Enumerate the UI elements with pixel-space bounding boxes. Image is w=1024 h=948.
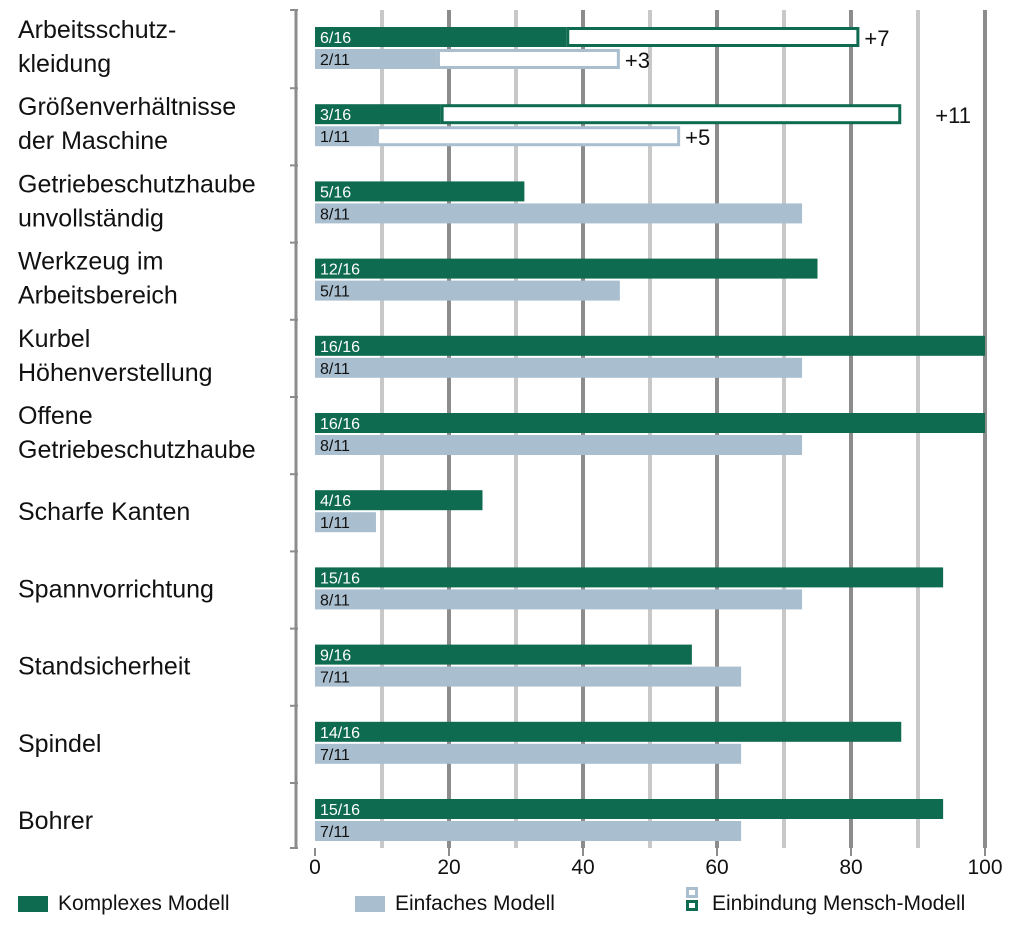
bar-value-label: 5/16 bbox=[320, 184, 351, 201]
bar-komplexes-modell bbox=[315, 490, 483, 511]
bar-value-label: 12/16 bbox=[320, 262, 360, 279]
legend-label: Einfaches Modell bbox=[395, 892, 555, 915]
category-label: Arbeitsschutz-kleidung bbox=[18, 16, 176, 78]
bar-komplexes-modell bbox=[315, 27, 567, 47]
bar-extension-mensch-modell bbox=[375, 126, 681, 147]
x-tick-label: 40 bbox=[571, 856, 594, 879]
bar-value-label: 8/11 bbox=[320, 438, 350, 455]
bar-komplexes-modell bbox=[315, 413, 985, 433]
bar-komplexes-modell bbox=[315, 258, 818, 279]
legend-swatch bbox=[686, 887, 698, 898]
bar-einfaches-modell bbox=[315, 743, 742, 764]
bar-einfaches-modell bbox=[315, 666, 742, 687]
bar-value-label: 8/11 bbox=[320, 206, 350, 223]
bar-komplexes-modell bbox=[315, 181, 525, 202]
category-label: Offene Getriebeschutzhaube bbox=[18, 402, 256, 464]
x-tick-label: 0 bbox=[309, 856, 321, 879]
bar-einfaches-modell bbox=[315, 357, 803, 378]
bar-value-label: 5/11 bbox=[320, 284, 350, 301]
bar-value-label: 15/16 bbox=[320, 802, 360, 819]
bar-value-label: 16/16 bbox=[320, 339, 360, 356]
category-label: Getriebeschutzhaube unvollständig bbox=[18, 170, 256, 232]
legend-label: Komplexes Modell bbox=[58, 892, 230, 915]
category-label: Bohrer bbox=[18, 807, 93, 835]
bar-value-label: 6/16 bbox=[320, 30, 351, 47]
legend-swatch bbox=[18, 896, 48, 912]
bar-komplexes-modell bbox=[315, 799, 944, 819]
bar-value-label: 7/11 bbox=[320, 824, 350, 841]
category-label: Spindel bbox=[18, 730, 101, 758]
bar-value-label: 7/11 bbox=[320, 670, 350, 687]
bar-einfaches-modell bbox=[315, 280, 620, 301]
bar-value-label: 1/11 bbox=[320, 129, 350, 146]
bar-komplexes-modell bbox=[315, 335, 985, 356]
category-label: Spannvorrichtung bbox=[18, 575, 214, 603]
legend-swatch bbox=[355, 896, 385, 912]
bar-value-label: 3/16 bbox=[320, 107, 351, 124]
category-label: Kurbel Höhenverstellung bbox=[18, 325, 213, 387]
x-tick-label: 20 bbox=[437, 856, 460, 879]
bar-value-label: 14/16 bbox=[320, 725, 360, 742]
category-label: Werkzeug im Arbeitsbereich bbox=[18, 248, 178, 310]
bar-einfaches-modell bbox=[315, 435, 803, 455]
extension-delta-label: +7 bbox=[864, 26, 889, 51]
x-tick-label: 100 bbox=[967, 856, 1002, 879]
bar-einfaches-modell bbox=[315, 821, 742, 841]
bar-value-label: 4/16 bbox=[320, 493, 351, 510]
bar-value-label: 16/16 bbox=[320, 416, 360, 433]
category-label: Größenverhältnisse der Maschine bbox=[18, 93, 236, 155]
bar-extension-mensch-modell bbox=[436, 49, 620, 69]
legend-swatch bbox=[686, 900, 698, 911]
bar-einfaches-modell bbox=[315, 203, 803, 224]
bar-value-label: 8/11 bbox=[320, 592, 350, 609]
bar-extension-mensch-modell bbox=[566, 27, 860, 47]
extension-delta-label: +5 bbox=[685, 125, 710, 150]
bar-einfaches-modell bbox=[315, 126, 376, 147]
bar-komplexes-modell bbox=[315, 721, 902, 742]
bar-extension-mensch-modell bbox=[440, 104, 902, 125]
bar-einfaches-modell bbox=[315, 49, 437, 69]
bar-komplexes-modell bbox=[315, 104, 441, 125]
bar-value-label: 7/11 bbox=[320, 747, 350, 764]
extension-delta-label: +11 bbox=[935, 103, 971, 128]
bar-komplexes-modell bbox=[315, 644, 692, 665]
bar-einfaches-modell bbox=[315, 589, 803, 610]
category-label: Standsicherheit bbox=[18, 653, 190, 681]
bar-einfaches-modell bbox=[315, 512, 376, 533]
bar-komplexes-modell bbox=[315, 567, 944, 588]
bar-value-label: 9/16 bbox=[320, 648, 351, 665]
bar-value-label: 2/11 bbox=[320, 52, 350, 69]
bar-value-label: 15/16 bbox=[320, 570, 360, 587]
category-label: Scharfe Kanten bbox=[18, 498, 190, 526]
legend-label: Einbindung Mensch-Modell bbox=[712, 892, 965, 915]
extension-delta-label: +3 bbox=[625, 48, 650, 73]
bar-value-label: 1/11 bbox=[320, 515, 350, 532]
x-tick-label: 80 bbox=[839, 856, 862, 879]
bar-value-label: 8/11 bbox=[320, 361, 350, 378]
x-tick-label: 60 bbox=[705, 856, 728, 879]
